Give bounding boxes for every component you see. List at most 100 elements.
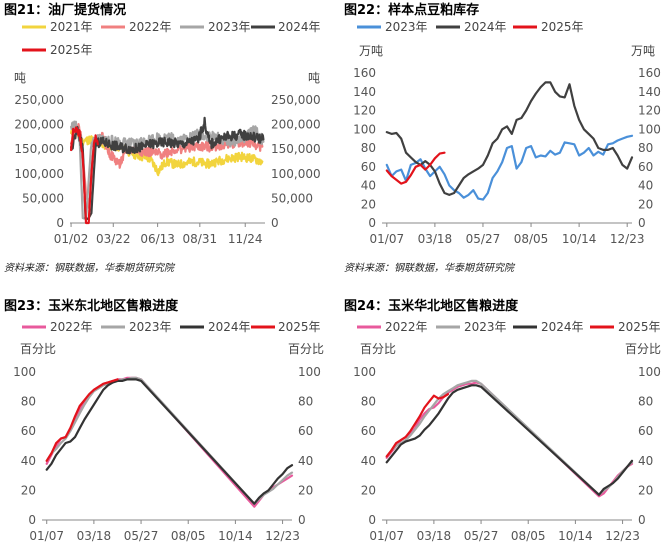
- y-unit-right: 吨: [308, 71, 320, 85]
- series-line-2025年: [70, 126, 99, 225]
- source-note: 资料来源：钢联数据，华泰期货研究院: [344, 262, 516, 274]
- x-tick-label: 08/05: [171, 529, 206, 543]
- y-tick-label-right: 60: [298, 424, 313, 438]
- legend: 2022年 2023年 2024年 2025年: [357, 320, 661, 334]
- series-line-2025年: [385, 151, 446, 185]
- y-tick-label-right: 100: [638, 365, 661, 379]
- y-tick-label-right: 120: [638, 104, 661, 118]
- x-tick-label: 03/22: [96, 232, 131, 246]
- y-tick-label-left: 150,000: [14, 142, 64, 156]
- y-tick-label-left: 250,000: [14, 93, 64, 107]
- y-tick-label-right: 140: [638, 85, 661, 99]
- y-tick-label-left: 40: [361, 179, 376, 193]
- x-tick-label: 01/07: [370, 232, 405, 246]
- chart-title: 图24：玉米华北地区售粮进度: [344, 298, 519, 314]
- y-tick-label-left: 120: [353, 104, 376, 118]
- y-tick-label-right: 80: [638, 141, 653, 155]
- legend-label: 2025年: [50, 43, 93, 57]
- x-tick-label: 10/14: [218, 529, 253, 543]
- chart-corn-northchina-sales: 图24：玉米华北地区售粮进度 2022年 2023年 2024年 2025年 百…: [344, 298, 661, 543]
- chart-soymeal-inventory: 图22：样本点豆粕库存 2023年 2024年 2025年 万吨 万吨 0 0 20…: [344, 2, 661, 274]
- y-tick-label-right: 20: [298, 483, 313, 497]
- y-tick-label-left: 160: [353, 66, 376, 80]
- y-tick-label-right: 0: [638, 513, 646, 527]
- series-line-2024年: [385, 81, 634, 196]
- y-tick-label-right: 60: [638, 424, 653, 438]
- series-line-2022年: [385, 381, 634, 498]
- chart-title: 图22：样本点豆粕库存: [344, 2, 479, 18]
- y-tick-label-right: 100,000: [271, 167, 321, 181]
- legend-label: 2022年: [50, 320, 93, 334]
- y-tick-label-right: 100: [298, 365, 321, 379]
- x-tick-label: 03/18: [77, 529, 112, 543]
- y-tick-label-left: 50,000: [22, 191, 64, 205]
- legend-label: 2024年: [541, 320, 584, 334]
- x-tick-label: 08/05: [511, 529, 546, 543]
- chart-title: 图21：油厂提货情况: [4, 2, 126, 18]
- y-unit-left: 百分比: [360, 342, 396, 356]
- legend-label: 2024年: [464, 20, 507, 34]
- legend-label: 2023年: [464, 320, 507, 334]
- y-tick-label-left: 200,000: [14, 118, 64, 132]
- y-tick-label-left: 20: [361, 483, 376, 497]
- y-tick-label-right: 0: [638, 216, 646, 230]
- y-tick-label-left: 0: [368, 513, 376, 527]
- y-tick-label-left: 60: [361, 424, 376, 438]
- y-tick-label-right: 150,000: [271, 142, 321, 156]
- y-tick-label-right: 60: [638, 160, 653, 174]
- y-unit-right: 百分比: [625, 342, 661, 356]
- legend-label: 2023年: [385, 20, 428, 34]
- legend: 2022年 2023年 2024年 2025年: [22, 320, 321, 334]
- x-tick-label: 03/18: [418, 232, 453, 246]
- x-tick-label: 05/27: [124, 529, 159, 543]
- y-tick-label-right: 20: [638, 197, 653, 211]
- series-line-2022年: [45, 376, 294, 508]
- y-tick-label-left: 80: [21, 395, 36, 409]
- series-line-2023年: [45, 376, 294, 505]
- x-tick-label: 12/23: [265, 529, 300, 543]
- y-tick-label-right: 40: [638, 454, 653, 468]
- legend-label: 2025年: [541, 20, 584, 34]
- series-line-2025年: [385, 393, 450, 458]
- y-tick-label-left: 0: [368, 216, 376, 230]
- series-line-2024年: [385, 384, 634, 496]
- y-tick-label-left: 0: [28, 513, 36, 527]
- x-tick-label: 01/02: [54, 232, 89, 246]
- y-tick-label-right: 250,000: [271, 93, 321, 107]
- x-tick-label: 05/27: [466, 232, 501, 246]
- y-unit-left: 吨: [14, 71, 26, 85]
- y-unit-right: 万吨: [631, 44, 655, 58]
- series-line-2024年: [45, 378, 294, 505]
- x-tick-label: 06/13: [140, 232, 175, 246]
- y-tick-label-right: 160: [638, 66, 661, 80]
- y-tick-label-left: 0: [56, 216, 64, 230]
- y-unit-left: 百分比: [20, 342, 56, 356]
- y-tick-label-left: 100: [353, 365, 376, 379]
- series-line-2024年: [70, 116, 265, 221]
- chart-corn-northeast-sales: 图23：玉米东北地区售粮进度 2022年 2023年 2024年 2025年 百…: [4, 298, 324, 543]
- chart-oil-mill-pickup: 图21：油厂提货情况 2021年 2022年 2023年 2024年 2025年…: [4, 2, 321, 274]
- series-line-2023年: [385, 379, 634, 496]
- y-tick-label-right: 200,000: [271, 118, 321, 132]
- legend: 2021年 2022年 2023年 2024年 2025年: [22, 20, 321, 57]
- y-tick-label-right: 40: [638, 179, 653, 193]
- legend-label: 2025年: [618, 320, 661, 334]
- y-tick-label-right: 80: [638, 395, 653, 409]
- series-line-2023年: [385, 134, 634, 201]
- y-tick-label-left: 140: [353, 85, 376, 99]
- legend: 2023年 2024年 2025年: [357, 20, 584, 34]
- y-tick-label-right: 50,000: [271, 191, 313, 205]
- legend-label: 2024年: [278, 20, 321, 34]
- legend-label: 2023年: [208, 20, 251, 34]
- chart-title: 图23：玉米东北地区售粮进度: [4, 298, 179, 314]
- y-tick-label-left: 40: [21, 454, 36, 468]
- x-tick-label: 08/31: [183, 232, 218, 246]
- y-tick-label-right: 0: [298, 513, 306, 527]
- x-tick-label: 10/14: [558, 529, 593, 543]
- x-tick-label: 01/07: [369, 529, 404, 543]
- y-unit-left: 万吨: [359, 44, 383, 58]
- legend-label: 2021年: [50, 20, 93, 34]
- x-tick-label: 05/27: [464, 529, 499, 543]
- series-line-2025年: [45, 378, 119, 462]
- y-unit-right: 百分比: [288, 342, 324, 356]
